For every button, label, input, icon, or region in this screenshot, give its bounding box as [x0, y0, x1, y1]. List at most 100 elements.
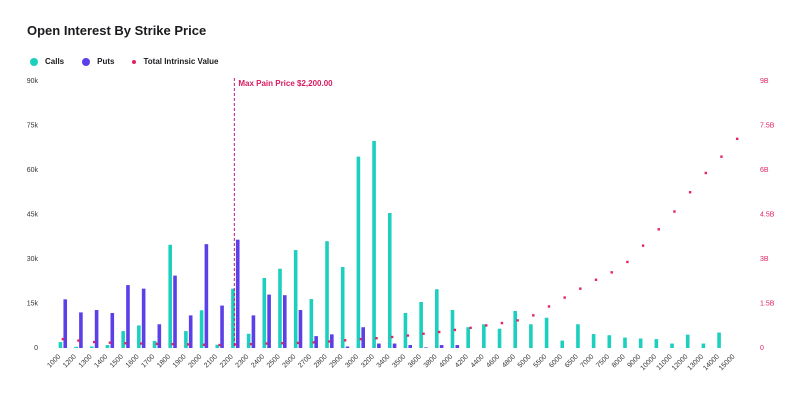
legend-swatch-puts — [82, 57, 91, 66]
calls-bar — [246, 333, 251, 348]
legend-swatch-calls — [30, 57, 38, 66]
legend-item-calls[interactable]: Calls — [30, 57, 64, 66]
calls-bar — [560, 340, 565, 348]
x-tick-label: 2300 — [234, 353, 250, 369]
x-tick-label: 2700 — [297, 353, 313, 369]
x-tick-label: 2400 — [250, 353, 266, 369]
x-tick-label: 1000 — [46, 353, 62, 369]
puts-bar — [345, 346, 350, 348]
intrinsic-value-point — [234, 343, 237, 346]
calls-bar — [497, 328, 502, 348]
max-pain-label: Max Pain Price $2,200.00 — [238, 79, 333, 88]
legend-item-tiv[interactable]: Total Intrinsic Value — [132, 57, 218, 66]
puts-bar — [361, 327, 365, 348]
intrinsic-value-point — [61, 337, 65, 341]
x-tick-label: 7000 — [579, 353, 595, 369]
calls-bar — [529, 324, 533, 348]
puts-bar — [94, 310, 99, 348]
calls-bar — [121, 331, 125, 348]
x-tick-label: 1400 — [93, 353, 109, 369]
x-tick-label: 3500 — [391, 353, 407, 369]
x-tick-label: 8000 — [611, 353, 627, 369]
intrinsic-value-point — [438, 330, 441, 334]
intrinsic-value-point — [688, 191, 692, 194]
puts-bar — [455, 345, 460, 348]
calls-bar — [184, 331, 188, 348]
puts-bar — [392, 343, 397, 348]
puts-bar — [424, 347, 428, 348]
calls-bar — [387, 213, 392, 348]
puts-bar — [110, 312, 115, 348]
calls-bar — [293, 250, 298, 348]
calls-bar — [638, 338, 643, 348]
puts-bar — [188, 315, 193, 348]
y-left-tick-label: 75k — [27, 123, 39, 130]
intrinsic-value-point — [720, 155, 723, 158]
intrinsic-value-point — [359, 337, 362, 341]
x-tick-label: 4600 — [485, 353, 501, 369]
calls-bar — [74, 346, 78, 348]
intrinsic-value-point — [249, 342, 253, 346]
calls-bar — [215, 344, 220, 348]
calls-bar — [544, 317, 549, 348]
x-tick-label: 10000 — [639, 353, 658, 372]
x-tick-label: 6000 — [548, 353, 564, 369]
intrinsic-value-point — [532, 314, 535, 317]
legend-item-puts[interactable]: Puts — [82, 57, 114, 66]
x-tick-label: 3200 — [360, 353, 376, 369]
intrinsic-value-point — [406, 334, 410, 337]
intrinsic-value-point — [155, 342, 159, 346]
legend-label-puts: Puts — [97, 57, 115, 66]
calls-bar — [168, 244, 173, 348]
calls-bar — [435, 289, 439, 348]
x-tick-label: 3400 — [376, 353, 392, 369]
calls-bar — [513, 310, 518, 348]
intrinsic-value-point — [610, 271, 613, 274]
intrinsic-value-point — [579, 287, 582, 290]
calls-bar — [576, 324, 580, 348]
intrinsic-value-point — [657, 228, 660, 231]
puts-bar — [220, 305, 224, 348]
x-tick-label: 1700 — [140, 353, 156, 369]
y-left-tick-label: 0 — [34, 345, 38, 352]
intrinsic-value-point — [563, 296, 566, 299]
calls-bar — [607, 335, 612, 348]
intrinsic-value-point — [281, 342, 284, 345]
intrinsic-value-point — [171, 342, 174, 346]
intrinsic-value-point — [516, 319, 519, 322]
intrinsic-value-point — [422, 332, 425, 335]
calls-bar — [466, 327, 470, 348]
intrinsic-value-point — [594, 278, 598, 281]
legend-label-tiv: Total Intrinsic Value — [143, 57, 219, 66]
calls-bar — [701, 343, 706, 348]
y-left-tick-label: 45k — [27, 212, 39, 219]
puts-bar — [63, 299, 68, 348]
x-tick-label: 1300 — [78, 353, 94, 369]
intrinsic-value-point — [187, 343, 190, 346]
puts-bar — [141, 288, 146, 348]
x-tick-label: 1200 — [62, 353, 78, 369]
calls-bar — [623, 337, 627, 348]
intrinsic-value-point — [328, 340, 331, 343]
puts-bar — [330, 334, 334, 348]
intrinsic-value-point — [218, 343, 221, 347]
y-right-tick-label: 1.5B — [760, 301, 775, 308]
x-tick-label: 2500 — [266, 353, 282, 369]
y-right-tick-label: 7.5B — [760, 123, 775, 130]
calls-bar — [152, 340, 157, 348]
chart-title: Open Interest By Strike Price — [27, 23, 207, 38]
x-tick-label: 2100 — [203, 353, 219, 369]
intrinsic-value-point — [202, 343, 206, 346]
x-tick-label: 2600 — [282, 353, 298, 369]
calls-bar — [670, 343, 674, 348]
calls-bar — [450, 310, 455, 348]
calls-bar — [482, 324, 486, 348]
intrinsic-value-point — [469, 326, 472, 330]
puts-bar — [314, 336, 318, 348]
intrinsic-value-point — [312, 341, 315, 344]
x-tick-label: 3000 — [344, 353, 360, 369]
x-tick-label: 4200 — [454, 353, 470, 369]
x-tick-label: 14000 — [702, 353, 721, 372]
x-tick-label: 3800 — [423, 353, 439, 369]
x-tick-label: 5000 — [517, 353, 533, 369]
